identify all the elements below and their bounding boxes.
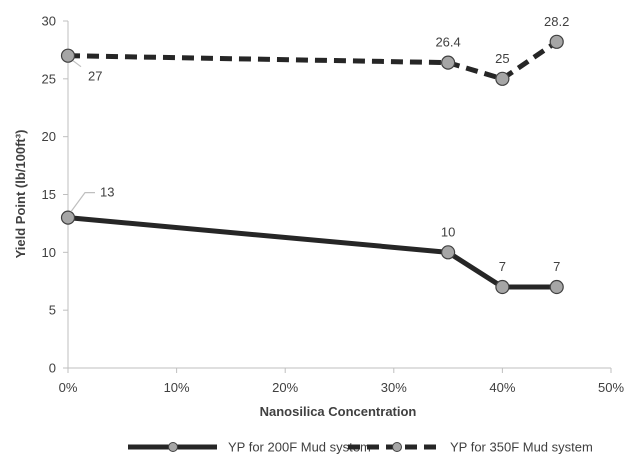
x-tick-label: 20% [272,380,298,395]
data-label: 7 [499,259,506,274]
leader-line [70,192,95,212]
x-tick-label: 50% [598,380,624,395]
x-tick-label: 40% [489,380,515,395]
series-line-2 [67,39,559,82]
x-tick-label: 10% [164,380,190,395]
y-tick-label: 0 [49,361,56,376]
y-tick-label: 15 [42,187,56,202]
y-axis-title: Yield Point (lb/100ft³) [13,130,28,259]
data-label: 10 [441,224,455,239]
x-axis-title: Nanosilica Concentration [260,404,417,419]
x-tick-label: 30% [381,380,407,395]
series-1-point [495,279,510,295]
y-tick-label: 25 [42,71,56,86]
series-line-1 [67,215,557,290]
series-2-point [495,71,510,86]
x-axis: 0% 10% 20% 30% 40% 50% [59,367,624,395]
plot-area: 13 10 7 7 27 26.4 25 28.2 [60,14,569,295]
data-label: 25 [495,51,509,66]
y-tick-label: 20 [42,129,56,144]
legend-marker-1 [168,442,178,452]
data-label: 7 [553,259,560,274]
data-label: 27 [88,69,102,84]
x-tick-label: 0% [59,380,78,395]
series-1-point [60,210,76,225]
data-label: 28.2 [544,14,569,29]
series-2-point [549,34,564,49]
data-label: 13 [100,185,114,200]
legend-label-2: YP for 350F Mud system [450,440,593,455]
legend-label-1: YP for 200F Mud system [228,440,371,455]
series-1-point [441,245,456,260]
y-tick-label: 5 [49,303,56,318]
legend-marker-2 [392,442,402,452]
y-tick-label: 10 [42,245,56,260]
series-2-point [441,55,456,70]
y-axis: 0 5 10 15 20 25 30 [42,14,69,376]
series-1-point [549,279,564,295]
leader-line [72,60,82,68]
series-2-point [60,48,76,63]
data-label: 26.4 [435,35,460,50]
y-tick-label: 30 [42,14,56,29]
legend: YP for 200F Mud system YP for 350F Mud sy… [128,440,593,455]
